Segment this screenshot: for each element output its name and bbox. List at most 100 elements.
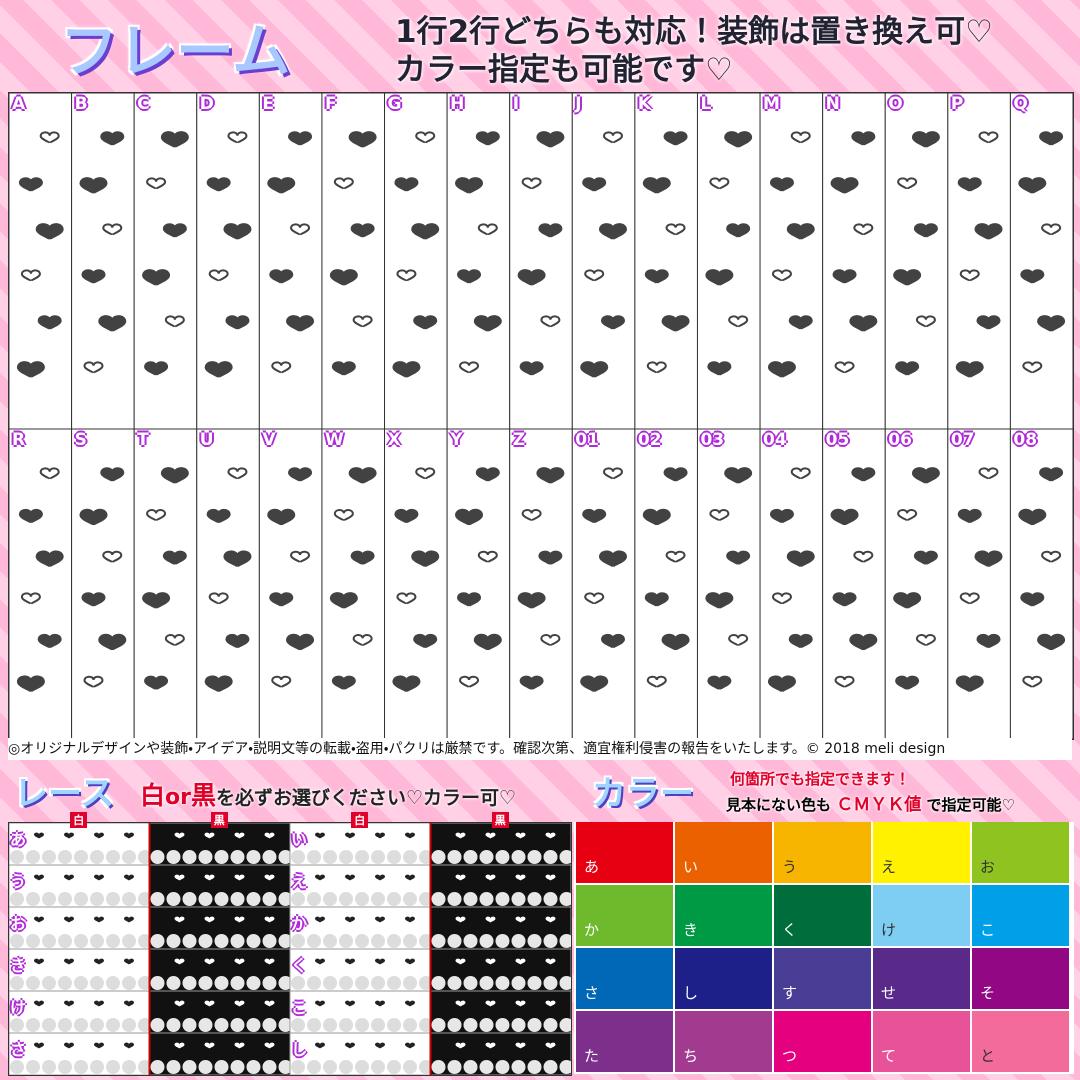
decoration [83, 675, 104, 689]
color-swatch: と [972, 1011, 1069, 1072]
frame-label: F [324, 94, 337, 114]
decoration [329, 592, 358, 610]
lace-scallop [122, 976, 136, 990]
decoration [853, 223, 874, 236]
lace-heart [485, 874, 496, 881]
title: フレーム [60, 17, 291, 85]
lace-scallop [387, 934, 401, 948]
decoration [707, 675, 732, 691]
decoration [978, 467, 999, 480]
lace-scallop [106, 850, 120, 864]
lace-heart [124, 958, 134, 965]
lace-heart [485, 1042, 496, 1049]
lace-scallop [511, 1060, 526, 1074]
lace-scallop [431, 934, 446, 948]
decoration [1018, 177, 1047, 195]
frame-label: 06 [888, 430, 912, 450]
color-swatch: ち [675, 1011, 772, 1072]
decoration [473, 315, 502, 333]
lace-scallop [26, 892, 40, 906]
decoration [396, 269, 417, 282]
lace-heart [174, 832, 185, 839]
color-swatch: て [873, 1011, 970, 1072]
frame-column [634, 428, 698, 739]
lace-heart [234, 832, 245, 839]
lace-scallop [26, 976, 40, 990]
lace-scallop [42, 976, 56, 990]
lace-heart [234, 1000, 245, 1007]
lace-scallop [371, 850, 385, 864]
lace-heart [485, 958, 496, 965]
lace-scallop [278, 892, 293, 906]
color-swatch: こ [972, 885, 1069, 946]
lace-heart [94, 832, 104, 839]
lace-scallop [403, 934, 417, 948]
lace-heart [345, 832, 355, 839]
decoration [223, 550, 252, 568]
decoration [955, 361, 984, 379]
decoration [602, 467, 623, 480]
lace-heart [94, 916, 104, 923]
lace-scallop [307, 1018, 321, 1032]
decoration [709, 177, 730, 190]
swatch-label: ち [683, 1047, 699, 1065]
color-swatch: う [774, 822, 871, 883]
decoration [538, 223, 563, 239]
lace-scallop [323, 1018, 337, 1032]
lace-scallop [26, 1060, 40, 1074]
lace-scallop [58, 976, 72, 990]
decoration [100, 467, 125, 483]
lace-scallop [371, 1060, 385, 1074]
decoration [1041, 223, 1062, 236]
lace-scallop [26, 1018, 40, 1032]
lace-scallop [403, 976, 417, 990]
lace-scallop [10, 976, 24, 990]
swatch-label: い [683, 858, 699, 876]
decoration [79, 177, 108, 195]
lace-scallop [307, 1060, 321, 1074]
lace-scallop [355, 892, 369, 906]
lace-scallop [122, 892, 136, 906]
lace-heart [174, 1042, 185, 1049]
lace-scallop [246, 892, 261, 906]
color-swatch: あ [576, 822, 673, 883]
lace-scallop [339, 892, 353, 906]
lace-scallop [42, 1060, 56, 1074]
lace-scallop [182, 976, 197, 990]
lace-scallop [166, 976, 181, 990]
lace-heart [455, 832, 466, 839]
frame-column [884, 428, 949, 739]
swatch-label: か [584, 921, 600, 939]
lace-scallop [387, 850, 401, 864]
lace-heart [204, 1042, 215, 1049]
frame-grid [8, 92, 1074, 740]
lace-heart [124, 832, 134, 839]
lace-heart [94, 1042, 104, 1049]
color-swatch: え [873, 822, 970, 883]
lace-scallop [511, 892, 526, 906]
color-swatch: し [675, 948, 772, 1009]
lace-scallop [559, 934, 571, 948]
color-swatch: た [576, 1011, 673, 1072]
decoration [98, 315, 127, 333]
lace-scallop [511, 1018, 526, 1032]
lace-scallop [214, 1018, 229, 1032]
swatch-label: そ [980, 984, 996, 1002]
frame-column [1009, 428, 1073, 739]
frame-labels: A B C D E F G H I J K L M N O P Q R S T U V W X Y Z 01 02 03 04 05 06 07… [8, 92, 1072, 738]
frame-column [446, 428, 511, 739]
lace-scallop [511, 850, 526, 864]
lace-scallop [323, 892, 337, 906]
frame-column [884, 93, 949, 430]
lace-heart [234, 874, 245, 881]
frame-label: B [74, 94, 88, 114]
lace-scallop [463, 976, 478, 990]
color-swatch: く [774, 885, 871, 946]
lace-heart [234, 1042, 245, 1049]
lace-scallop [559, 850, 571, 864]
decoration [392, 675, 421, 693]
decoration [1037, 315, 1066, 333]
color-swatch: つ [774, 1011, 871, 1072]
lace-heart [94, 958, 104, 965]
lace-scallop [58, 1060, 72, 1074]
